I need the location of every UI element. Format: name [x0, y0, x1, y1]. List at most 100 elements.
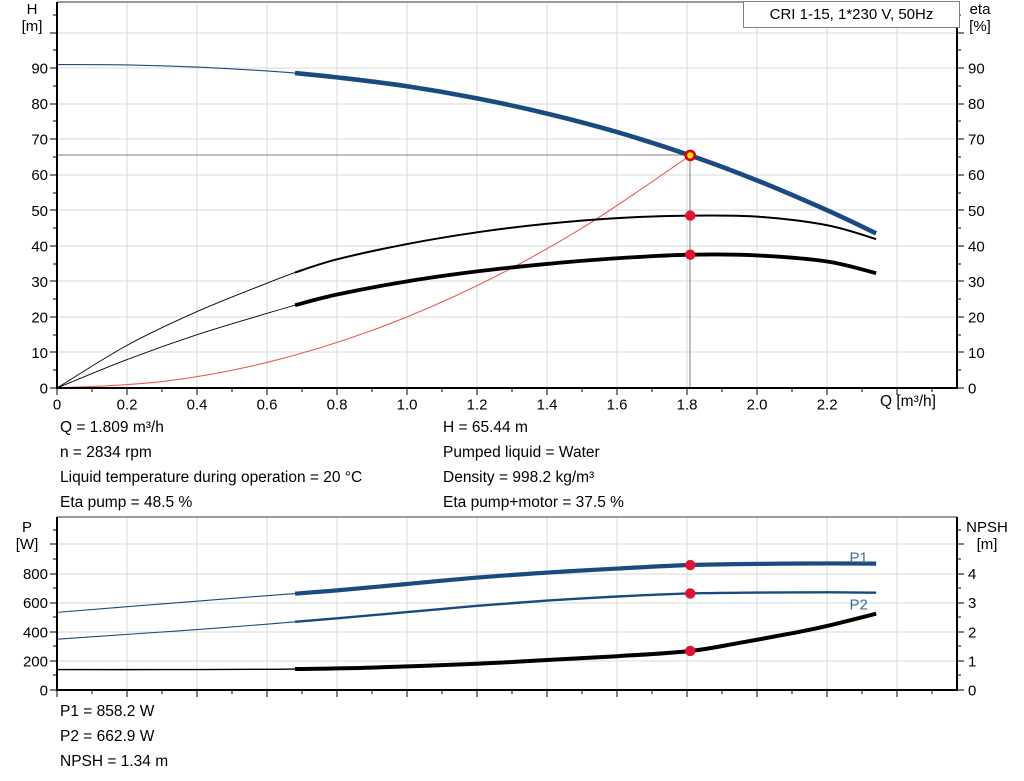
q-axis-caption: Q [m³/h]	[880, 393, 936, 410]
eta-pump-curve	[56, 214, 877, 389]
h-axis-caption: H [m]	[14, 1, 50, 35]
operating-dot	[685, 249, 696, 260]
info-flow: Q = 1.809 m³/h	[60, 419, 164, 436]
eta-pump-motor-curve-thick	[294, 252, 877, 308]
info-speed: n = 2834 rpm	[60, 444, 152, 461]
svg-text:70: 70	[968, 132, 985, 149]
svg-text:2.0: 2.0	[747, 396, 768, 413]
h-axis-caption-line1: H	[26, 1, 38, 18]
svg-text:0: 0	[968, 683, 976, 700]
svg-text:2: 2	[968, 624, 976, 641]
p-axis-caption-line2: [W]	[15, 536, 39, 553]
eta-axis-caption-line2: [%]	[969, 18, 991, 35]
axes	[56, 1, 958, 389]
svg-text:80: 80	[968, 96, 985, 113]
svg-text:90: 90	[968, 61, 985, 78]
h-curve-thin	[56, 64, 296, 74]
p1-curve-thick	[294, 561, 877, 596]
duty-point-marker	[684, 149, 697, 162]
operating-dot	[685, 210, 696, 221]
svg-text:50: 50	[31, 203, 48, 220]
svg-text:0: 0	[40, 381, 48, 398]
svg-text:1: 1	[968, 653, 976, 670]
operating-dot	[685, 645, 696, 657]
svg-text:50: 50	[968, 203, 985, 220]
tick-labels: 0 0.2 0.4 0.6 0.8 1.0 1.2 1.4 1.6 1.8 2.0 2.2 0 10 20 3…	[31, 61, 984, 414]
p2-curve	[56, 591, 877, 640]
tick-labels: 0 200 400 600 800 0 1 2 3 4	[23, 566, 976, 699]
tick-marks	[50, 529, 964, 697]
h-curve	[56, 64, 878, 236]
p2-curve-thin	[56, 621, 296, 640]
info-head: H = 65.44 m	[443, 419, 528, 436]
svg-text:40: 40	[31, 238, 48, 255]
p1-curve	[56, 561, 877, 613]
npsh-curve-thick	[295, 611, 877, 672]
svg-text:80: 80	[31, 96, 48, 113]
system-curve-curve	[56, 154, 691, 389]
svg-text:30: 30	[968, 274, 985, 291]
npsh-axis-caption-line2: [m]	[976, 536, 998, 553]
info-eta-pump: Eta pump = 48.5 %	[60, 494, 193, 511]
svg-text:0: 0	[968, 381, 976, 398]
eta-pump-curve-thick	[294, 214, 877, 274]
p-axis-caption: P [W]	[6, 519, 48, 553]
eta-axis-caption-line1: eta	[969, 1, 991, 18]
qh-eta-chart: 0 0.2 0.4 0.6 0.8 1.0 1.2 1.4 1.6 1.8 2.0 2.2 0 10 20 3…	[31, 1, 985, 414]
svg-text:1.0: 1.0	[397, 396, 418, 413]
svg-text:20: 20	[31, 309, 48, 326]
svg-text:60: 60	[31, 167, 48, 184]
svg-text:0.4: 0.4	[187, 396, 208, 413]
svg-text:400: 400	[23, 624, 48, 641]
tick-marks	[50, 14, 964, 395]
eta-pump-motor-curve	[56, 252, 877, 389]
svg-text:1.6: 1.6	[607, 396, 628, 413]
svg-text:0: 0	[53, 396, 61, 413]
system-curve-curve-thin	[56, 154, 691, 389]
svg-text:20: 20	[968, 309, 985, 326]
svg-text:3: 3	[968, 595, 976, 612]
power-npsh-chart: P2 P1 0 200 400 600 800 0 1 2 3 4	[23, 516, 976, 700]
svg-text:10: 10	[968, 345, 985, 362]
info-p2: P2 = 662.9 W	[60, 728, 155, 745]
svg-text:70: 70	[31, 132, 48, 149]
eta-pump-curve-thin	[56, 272, 296, 389]
svg-text:10: 10	[31, 345, 48, 362]
info-liquid-temp: Liquid temperature during operation = 20…	[60, 469, 363, 486]
svg-text:0: 0	[40, 683, 48, 700]
svg-text:90: 90	[31, 61, 48, 78]
eta-axis-caption: eta [%]	[960, 1, 1000, 35]
svg-text:0.8: 0.8	[327, 396, 348, 413]
info-p1: P1 = 858.2 W	[60, 703, 155, 720]
npsh-curve	[56, 611, 877, 672]
svg-text:40: 40	[968, 238, 985, 255]
info-npsh: NPSH = 1.34 m	[60, 753, 169, 770]
operating-dot	[685, 559, 696, 571]
svg-text:0.6: 0.6	[257, 396, 278, 413]
svg-text:60: 60	[968, 167, 985, 184]
svg-text:600: 600	[23, 595, 48, 612]
svg-text:4: 4	[968, 566, 976, 583]
h-curve-thick	[294, 70, 878, 236]
axes	[56, 516, 958, 691]
operating-dot	[685, 588, 696, 599]
p1-curve-label: P1	[849, 550, 867, 567]
svg-text:200: 200	[23, 653, 48, 670]
p2-curve-thick	[294, 591, 877, 624]
svg-text:0.2: 0.2	[117, 396, 138, 413]
h-axis-caption-line2: [m]	[21, 18, 43, 35]
svg-text:800: 800	[23, 566, 48, 583]
operating-point-lines	[57, 154, 691, 388]
svg-text:1.2: 1.2	[467, 396, 488, 413]
eta-pump-motor-curve-thin	[56, 304, 296, 389]
info-eta-pump-motor: Eta pump+motor = 37.5 %	[443, 494, 624, 511]
gridlines	[57, 2, 957, 388]
svg-text:30: 30	[31, 274, 48, 291]
info-pumped-liquid: Pumped liquid = Water	[443, 444, 600, 461]
pump-title-box: CRI 1-15, 1*230 V, 50Hz	[743, 1, 960, 28]
npsh-axis-caption: NPSH [m]	[958, 519, 1016, 553]
info-density: Density = 998.2 kg/m³	[443, 469, 595, 486]
svg-text:1.4: 1.4	[537, 396, 558, 413]
